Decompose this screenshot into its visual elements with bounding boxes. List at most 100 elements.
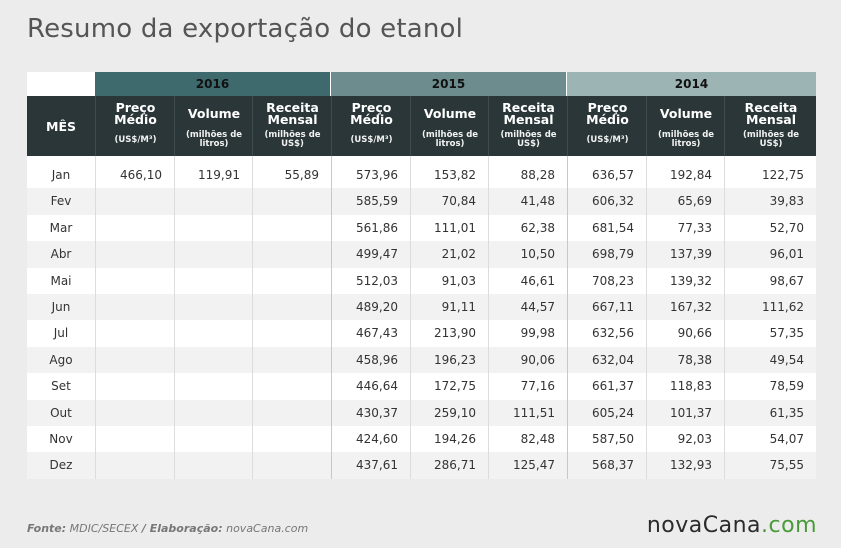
value-cell	[95, 215, 162, 241]
column-header-name: Receita Mensal	[266, 100, 319, 127]
value-cell: 55,89	[284, 168, 319, 182]
value-cell	[252, 241, 319, 267]
value-cell	[174, 373, 240, 399]
value-cell	[252, 373, 319, 399]
value-cell: 46,61	[520, 273, 555, 288]
year-header: 2014	[567, 72, 816, 96]
value-cell: 466,10	[120, 168, 162, 182]
value-cell: 561,86	[356, 220, 398, 235]
month-cell: Fev	[50, 194, 72, 209]
value-cell	[174, 241, 240, 267]
column-divider	[95, 156, 96, 479]
value-cell: 573,96	[356, 168, 398, 182]
novacana-logo: novaCana.com	[647, 513, 817, 538]
value-cell: 194,26	[434, 432, 476, 446]
value-cell	[252, 347, 319, 373]
value-cell: 213,90	[434, 326, 476, 341]
table-row: Jun 489,20 91,11 44,57 667,11 167,32 111,62	[27, 294, 816, 321]
value-cell	[252, 188, 319, 214]
value-cell	[95, 373, 162, 399]
month-column-header: MÊS	[46, 118, 76, 134]
value-cell: 192,84	[670, 168, 712, 182]
page-title: Resumo da exportação do etanol	[27, 14, 464, 44]
value-cell: 424,60	[356, 432, 398, 446]
value-cell: 77,16	[520, 379, 555, 394]
value-cell: 98,67	[769, 273, 804, 288]
value-cell	[252, 452, 319, 478]
source-value: MDIC/SECEX	[69, 522, 139, 535]
value-cell: 101,37	[670, 405, 712, 420]
value-cell: 52,70	[769, 220, 804, 235]
value-cell: 49,54	[769, 352, 804, 367]
value-cell: 172,75	[434, 379, 476, 394]
value-cell: 587,50	[592, 432, 634, 446]
value-cell: 118,83	[670, 379, 712, 394]
value-cell: 91,03	[441, 273, 476, 288]
column-header-name: Preço Médio	[586, 100, 629, 127]
column-header-name: Volume	[423, 106, 477, 121]
value-cell	[95, 294, 162, 320]
value-cell: 139,32	[670, 273, 712, 288]
value-cell: 632,56	[592, 326, 634, 341]
value-cell: 111,01	[434, 220, 476, 235]
value-cell: 137,39	[670, 247, 712, 262]
value-cell: 61,35	[769, 405, 804, 420]
value-cell: 437,61	[356, 458, 398, 473]
column-header: Receita Mensal (milhões de US$)	[252, 96, 332, 156]
value-cell: 78,59	[769, 379, 804, 394]
value-cell: 111,51	[513, 405, 555, 420]
value-cell: 430,37	[356, 405, 398, 420]
month-cell: Jul	[53, 326, 69, 341]
year-header: 2016	[95, 72, 330, 96]
value-cell	[252, 294, 319, 320]
value-cell: 119,91	[198, 168, 240, 182]
value-cell: 78,38	[677, 352, 712, 367]
column-divider	[331, 156, 332, 479]
column-divider	[724, 156, 725, 479]
value-cell	[174, 215, 240, 241]
column-header: Receita Mensal (milhões de US$)	[724, 96, 817, 156]
table-row: Dez 437,61 286,71 125,47 568,37 132,93 75,55	[27, 452, 816, 479]
month-cell: Mai	[50, 273, 72, 288]
column-header-name: Receita Mensal	[744, 100, 798, 127]
value-cell: 667,11	[592, 300, 634, 314]
logo-suffix: .com	[761, 513, 817, 538]
column-header-unit: (milhões de litros)	[657, 130, 715, 149]
table-row: Nov 424,60 194,26 82,48 587,50 92,03 54,07	[27, 426, 816, 452]
value-cell	[95, 241, 162, 267]
value-cell: 62,38	[520, 220, 555, 235]
value-cell: 132,93	[670, 458, 712, 473]
credit-label: / Elaboração:	[141, 522, 223, 535]
column-header: Volume (milhões de litros)	[646, 96, 725, 156]
value-cell: 632,04	[592, 352, 634, 367]
value-cell: 458,96	[356, 352, 398, 367]
value-cell: 88,28	[520, 168, 555, 182]
value-cell	[252, 426, 319, 452]
value-cell	[174, 188, 240, 214]
value-cell	[252, 320, 319, 346]
value-cell	[174, 320, 240, 346]
value-cell: 681,54	[592, 220, 634, 235]
column-header: Preço Médio (US$/M³)	[567, 96, 647, 156]
year-header-row: 2016 2015 2014	[27, 72, 816, 96]
value-cell	[95, 320, 162, 346]
column-header-unit: (US$/M³)	[114, 134, 157, 145]
month-cell: Ago	[49, 352, 73, 367]
table-row: Jan 466,10 119,91 55,89 573,96 153,82 88,28 636…	[27, 162, 816, 188]
value-cell: 111,62	[762, 300, 804, 314]
column-header-unit: (milhões de US$)	[742, 130, 800, 149]
month-cell: Jan	[51, 168, 71, 182]
value-cell: 153,82	[434, 168, 476, 182]
value-cell: 568,37	[592, 458, 634, 473]
value-cell: 196,23	[434, 352, 476, 367]
table-body: Jan 466,10 119,91 55,89 573,96 153,82 88,28 636…	[27, 156, 816, 479]
month-cell: Dez	[49, 458, 73, 473]
column-divider	[488, 156, 489, 479]
value-cell: 90,06	[520, 352, 555, 367]
column-header-unit: (milhões de litros)	[421, 130, 479, 149]
value-cell: 82,48	[520, 432, 555, 446]
value-cell: 77,33	[677, 220, 712, 235]
value-cell	[95, 188, 162, 214]
column-header-name: Volume	[187, 106, 241, 121]
month-cell: Nov	[49, 432, 73, 446]
